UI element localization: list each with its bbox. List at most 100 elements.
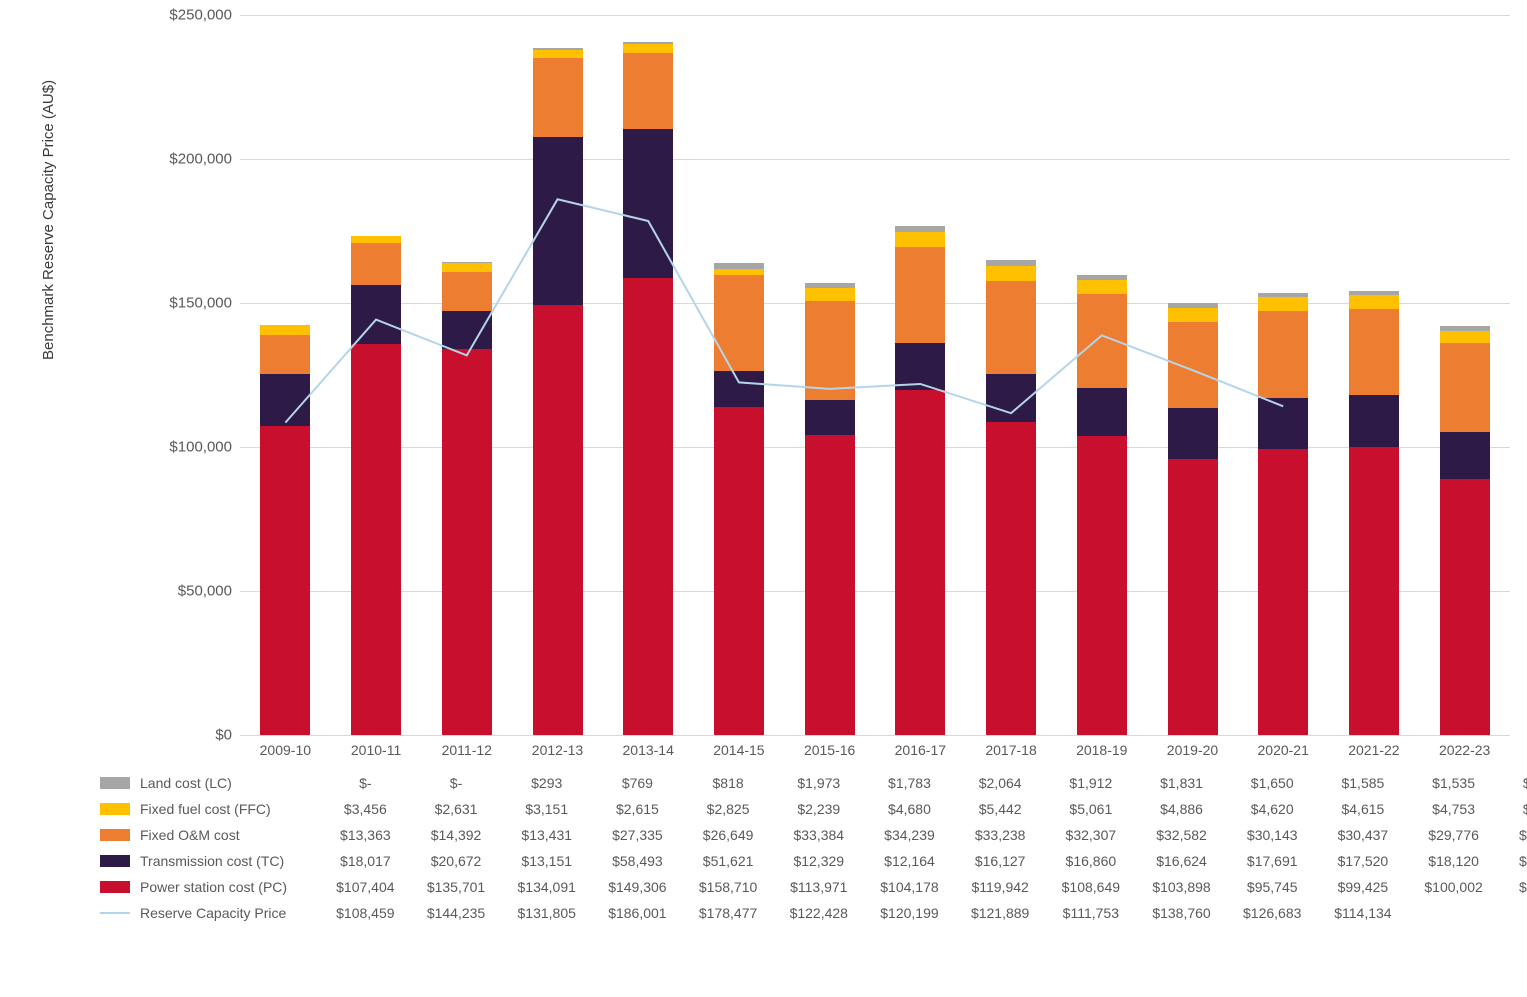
bar-seg-lc bbox=[895, 226, 945, 232]
bar-seg-lc bbox=[442, 262, 492, 263]
table-cell: $89,002 bbox=[1499, 879, 1527, 895]
bar-seg-pc bbox=[1077, 436, 1127, 735]
table-cell: $178,477 bbox=[683, 905, 774, 921]
x-axis-label: 2021-22 bbox=[1329, 742, 1419, 758]
x-axis-label: 2022-23 bbox=[1420, 742, 1510, 758]
x-axis-label: 2017-18 bbox=[966, 742, 1056, 758]
bar-seg-ffc bbox=[714, 269, 764, 275]
bar-seg-tc bbox=[623, 129, 673, 278]
table-cell: $17,691 bbox=[1227, 853, 1318, 869]
bar-seg-lc bbox=[714, 263, 764, 269]
bar-seg-lc bbox=[805, 283, 855, 288]
table-cell: $18,017 bbox=[320, 853, 411, 869]
table-cell: $1,650 bbox=[1227, 775, 1318, 791]
gridline bbox=[240, 735, 1510, 736]
legend-swatch bbox=[100, 829, 130, 841]
bar-seg-pc bbox=[1440, 479, 1490, 735]
bar-seg-tc bbox=[351, 285, 401, 345]
y-tick-label: $0 bbox=[152, 727, 232, 744]
table-cell: $186,001 bbox=[592, 905, 683, 921]
table-cell: $18,120 bbox=[1408, 853, 1499, 869]
table-cell: $108,459 bbox=[320, 905, 411, 921]
bar-seg-fom bbox=[805, 301, 855, 400]
table-cell: $4,886 bbox=[1136, 801, 1227, 817]
bar-seg-tc bbox=[1168, 408, 1218, 459]
table-cell: $12,329 bbox=[773, 853, 864, 869]
table-cell: $135,701 bbox=[411, 879, 502, 895]
table-cell: $1,831 bbox=[1136, 775, 1227, 791]
bar-seg-lc bbox=[986, 260, 1036, 266]
legend-label: Power station cost (PC) bbox=[140, 879, 320, 895]
table-cell: $2,825 bbox=[683, 801, 774, 817]
table-cell: $- bbox=[320, 775, 411, 791]
bar-seg-fom bbox=[351, 243, 401, 284]
y-tick-label: $250,000 bbox=[152, 7, 232, 24]
x-axis-labels: 2009-102010-112011-122012-132013-142014-… bbox=[240, 742, 1510, 766]
table-cell: $113,971 bbox=[773, 879, 864, 895]
bar-seg-lc bbox=[1168, 303, 1218, 308]
table-cell: $13,151 bbox=[501, 853, 592, 869]
table-cell: $16,624 bbox=[1136, 853, 1227, 869]
bar-seg-ffc bbox=[986, 266, 1036, 281]
table-cell: $- bbox=[411, 775, 502, 791]
table-cell: $134,091 bbox=[501, 879, 592, 895]
bar-seg-pc bbox=[351, 344, 401, 735]
table-cell: $32,582 bbox=[1136, 827, 1227, 843]
bar-seg-tc bbox=[986, 374, 1036, 423]
bar-seg-fom bbox=[1440, 343, 1490, 433]
x-axis-label: 2010-11 bbox=[331, 742, 421, 758]
table-cell: $104,178 bbox=[864, 879, 955, 895]
bar-seg-fom bbox=[623, 53, 673, 130]
table-cell: $121,889 bbox=[955, 905, 1046, 921]
table-cell: $30,143 bbox=[1227, 827, 1318, 843]
bar-seg-tc bbox=[1077, 388, 1127, 436]
legend-row-fom: Fixed O&M cost$13,363$14,392$13,431$27,3… bbox=[10, 822, 1510, 848]
legend-swatch bbox=[100, 803, 130, 815]
bar-seg-fom bbox=[1077, 294, 1127, 388]
bar-seg-lc bbox=[1440, 326, 1490, 330]
table-cell: $32,307 bbox=[1046, 827, 1137, 843]
bar-seg-ffc bbox=[351, 236, 401, 244]
bar-seg-lc bbox=[1077, 275, 1127, 280]
legend-row-ffc: Fixed fuel cost (FFC)$3,456$2,631$3,151$… bbox=[10, 796, 1510, 822]
legend-row-lc: Land cost (LC)$-$-$293$769$818$1,973$1,7… bbox=[10, 770, 1510, 796]
bar-seg-tc bbox=[442, 311, 492, 349]
x-axis-label: 2014-15 bbox=[694, 742, 784, 758]
table-cell: $4,680 bbox=[864, 801, 955, 817]
legend-row-rcp: Reserve Capacity Price$108,459$144,235$1… bbox=[10, 900, 1510, 926]
bar-seg-tc bbox=[805, 400, 855, 435]
table-cell: $119,942 bbox=[955, 879, 1046, 895]
table-cell: $34,239 bbox=[864, 827, 955, 843]
bar-seg-ffc bbox=[1168, 308, 1218, 321]
table-cell: $33,238 bbox=[955, 827, 1046, 843]
table-cell: $3,456 bbox=[320, 801, 411, 817]
table-cell: $13,431 bbox=[501, 827, 592, 843]
table-cell: $16,860 bbox=[1046, 853, 1137, 869]
x-axis-label: 2015-16 bbox=[785, 742, 875, 758]
table-cell: $4,620 bbox=[1227, 801, 1318, 817]
table-cell: $20,672 bbox=[411, 853, 502, 869]
bar-seg-fom bbox=[1168, 322, 1218, 409]
legend-label: Fixed fuel cost (FFC) bbox=[140, 801, 320, 817]
benchmark-rcp-chart: Benchmark Reserve Capacity Price (AU$) $… bbox=[10, 10, 1517, 987]
table-cell: $31,168 bbox=[1499, 827, 1527, 843]
table-cell: $29,776 bbox=[1408, 827, 1499, 843]
bar-seg-lc bbox=[623, 42, 673, 44]
table-cell: $114,134 bbox=[1318, 905, 1409, 921]
bar-seg-pc bbox=[805, 435, 855, 735]
x-axis-label: 2011-12 bbox=[422, 742, 512, 758]
table-cell: $30,437 bbox=[1318, 827, 1409, 843]
table-cell: $2,631 bbox=[411, 801, 502, 817]
x-axis-label: 2020-21 bbox=[1238, 742, 1328, 758]
bar-seg-fom bbox=[895, 247, 945, 343]
bar-seg-ffc bbox=[623, 44, 673, 52]
table-cell: $120,199 bbox=[864, 905, 955, 921]
x-axis-label: 2013-14 bbox=[603, 742, 693, 758]
bar-seg-fom bbox=[442, 272, 492, 311]
legend-row-pc: Power station cost (PC)$107,404$135,701$… bbox=[10, 874, 1510, 900]
table-cell: $107,404 bbox=[320, 879, 411, 895]
bar-seg-fom bbox=[1349, 309, 1399, 395]
table-cell: $144,235 bbox=[411, 905, 502, 921]
table-cell: $1,472 bbox=[1499, 775, 1527, 791]
table-cell: $769 bbox=[592, 775, 683, 791]
